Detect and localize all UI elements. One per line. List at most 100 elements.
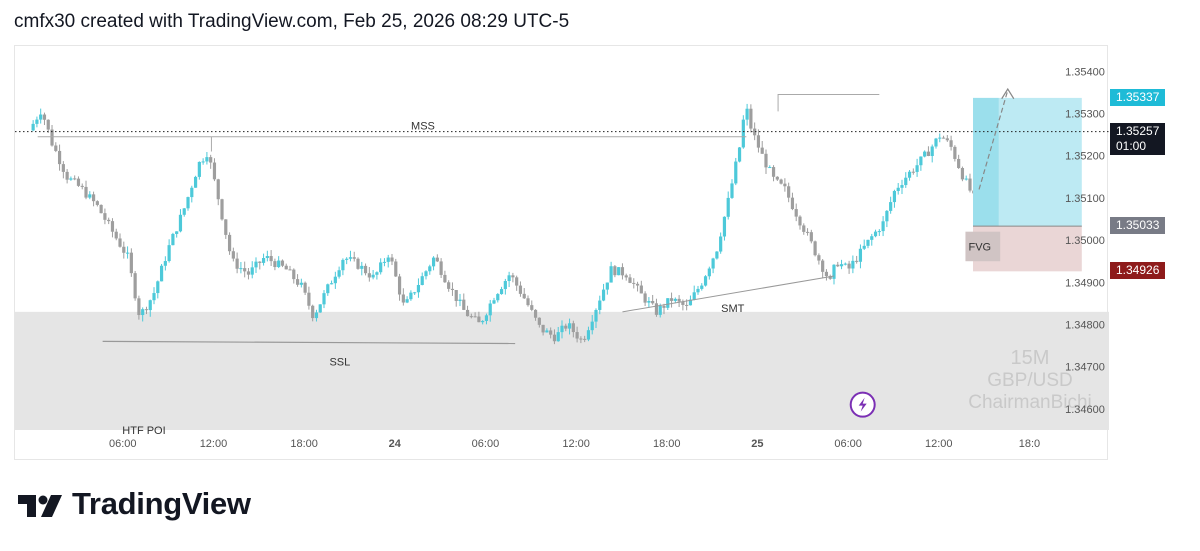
candle-body xyxy=(832,264,836,279)
candle-body xyxy=(288,269,292,271)
candle-body xyxy=(186,197,190,209)
htf-poi-label: HTF POI xyxy=(122,425,165,437)
price-tag-stop-loss: 1.34926 xyxy=(1110,262,1165,280)
candle-body xyxy=(896,187,900,191)
candle-body xyxy=(416,284,421,293)
candle-body xyxy=(737,147,742,162)
candle-body xyxy=(855,260,859,262)
candle-body xyxy=(496,294,500,301)
candle-body xyxy=(900,185,904,188)
candle-body xyxy=(386,257,390,262)
lightning-icon xyxy=(858,397,867,412)
candle-body xyxy=(394,261,398,277)
candle-body xyxy=(583,338,587,340)
candle-body xyxy=(934,138,938,147)
x-tick-label: 06:00 xyxy=(471,438,500,450)
candle-body xyxy=(39,114,43,120)
price-tag-value: 1.35257 xyxy=(1116,123,1160,138)
fvg-label: FVG xyxy=(968,241,991,253)
candle-body xyxy=(749,108,753,129)
candle-body xyxy=(923,151,927,157)
candle-body xyxy=(651,301,655,304)
candle-body xyxy=(413,292,417,294)
candle-body xyxy=(57,150,62,165)
candle-body xyxy=(492,300,496,304)
candle-body xyxy=(231,251,235,259)
candle-body xyxy=(515,277,519,286)
candle-body xyxy=(639,285,643,294)
candle-body xyxy=(692,292,696,300)
candle-body xyxy=(356,258,360,269)
candle-body xyxy=(564,325,568,329)
candle-body xyxy=(760,147,764,154)
candle-body xyxy=(839,264,844,267)
candle-body xyxy=(182,208,186,215)
candle-body xyxy=(209,157,213,163)
x-tick-label: 18:00 xyxy=(653,438,681,450)
y-tick-label: 1.35400 xyxy=(1065,66,1105,78)
candle-body xyxy=(511,275,515,278)
candle-body xyxy=(322,293,326,305)
candle-body xyxy=(141,309,145,316)
y-tick-label: 1.34900 xyxy=(1065,277,1105,289)
candle-body xyxy=(662,305,666,308)
candle-body xyxy=(964,178,968,180)
candle-body xyxy=(601,289,606,301)
candle-body xyxy=(405,299,409,303)
candle-body xyxy=(858,248,863,262)
candle-body xyxy=(318,304,322,313)
candle-body xyxy=(458,299,462,302)
candle-body xyxy=(450,288,455,291)
projection-arrow-icon xyxy=(1001,87,1015,100)
candle-body xyxy=(779,179,783,184)
candle-body xyxy=(926,151,931,156)
candle-body xyxy=(481,320,485,323)
candle-body xyxy=(277,260,281,268)
candle-body xyxy=(80,185,84,187)
candle-body xyxy=(968,178,972,191)
candle-body xyxy=(666,298,670,308)
x-tick-label: 18:00 xyxy=(290,438,318,450)
chart-frame[interactable]: 15M GBP/USD ChairmanBichi FVG MSS SSL SMT HTF … xyxy=(14,45,1109,461)
candle-body xyxy=(930,146,934,156)
y-tick-label: 1.35000 xyxy=(1065,235,1105,247)
candle-body xyxy=(137,298,141,316)
price-tag-countdown: 01:00 xyxy=(1116,138,1147,153)
candle-body xyxy=(518,285,523,294)
candle-body xyxy=(507,275,511,282)
y-tick-label: 1.35300 xyxy=(1065,109,1105,121)
candle-body xyxy=(658,305,662,315)
candle-body xyxy=(360,265,364,269)
candle-body xyxy=(227,234,232,252)
candle-body xyxy=(258,261,262,263)
candle-body xyxy=(348,257,353,259)
candle-body xyxy=(632,282,636,284)
candle-body xyxy=(261,258,266,263)
price-tag-value: 1.34926 xyxy=(1116,263,1160,278)
candle-body xyxy=(379,262,383,273)
candle-body xyxy=(809,232,813,242)
candle-body xyxy=(647,301,651,303)
candle-body xyxy=(802,225,806,232)
candle-body xyxy=(246,271,251,275)
candle-body xyxy=(462,299,466,310)
candle-body xyxy=(250,267,254,275)
candle-body xyxy=(681,301,685,305)
candle-body xyxy=(522,293,526,299)
tradingview-logo-icon xyxy=(18,495,62,517)
candle-body xyxy=(919,156,923,166)
candle-body xyxy=(212,162,217,180)
candle-body xyxy=(307,292,311,306)
x-tick-label: 18:0 xyxy=(1018,438,1041,450)
candle-body xyxy=(685,304,689,306)
candle-body xyxy=(363,265,368,274)
x-tick-label: 12:00 xyxy=(199,438,228,450)
ssl-label: SSL xyxy=(329,356,350,368)
candle-body xyxy=(707,268,711,277)
candle-body xyxy=(284,265,288,270)
x-tick-label: 06:00 xyxy=(109,438,137,450)
candle-body xyxy=(953,146,957,159)
candles-group xyxy=(31,103,1002,345)
candle-body xyxy=(205,157,209,162)
